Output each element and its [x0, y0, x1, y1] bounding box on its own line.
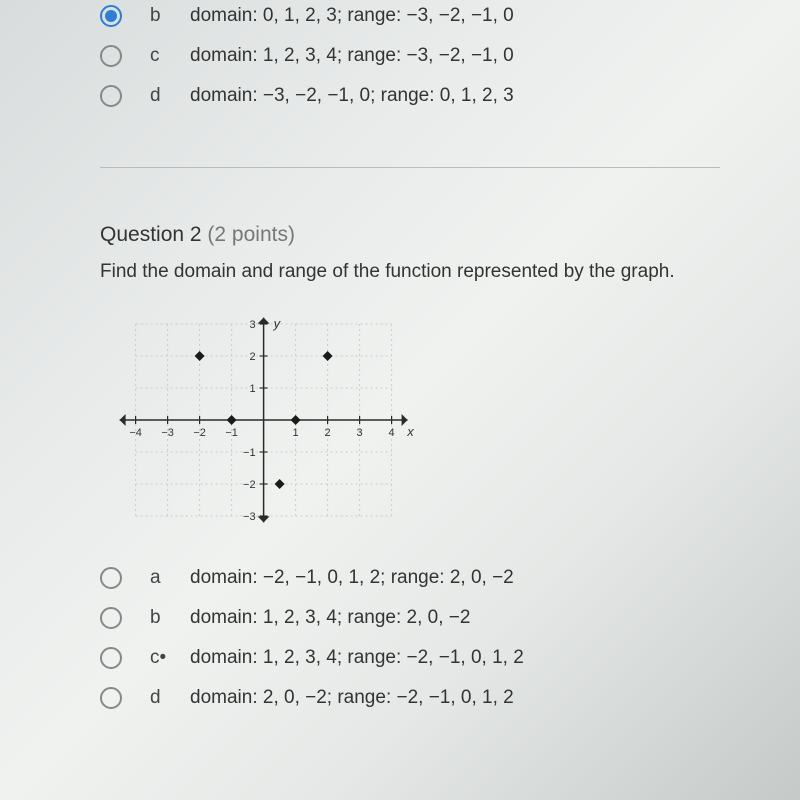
- option-letter: d: [150, 85, 190, 107]
- radio-a[interactable]: [100, 567, 122, 589]
- option-text: domain: −2, −1, 0, 1, 2; range: 2, 0, −2: [190, 567, 514, 589]
- svg-text:2: 2: [249, 351, 255, 363]
- radio-c[interactable]: [100, 45, 122, 67]
- svg-text:−3: −3: [161, 427, 174, 439]
- graph-container: −4 −3 −2 −1 1 2 3 4 −3 −2 −1 1 2 3 y x: [110, 308, 720, 532]
- svg-text:−3: −3: [243, 511, 256, 523]
- option-text: domain: 1, 2, 3, 4; range: −2, −1, 0, 1,…: [190, 647, 524, 669]
- option-letter: b: [150, 607, 190, 629]
- option-row-d[interactable]: ddomain: 2, 0, −2; range: −2, −1, 0, 1, …: [100, 682, 720, 714]
- svg-text:x: x: [406, 424, 414, 439]
- option-row-c[interactable]: c•domain: 1, 2, 3, 4; range: −2, −1, 0, …: [100, 642, 720, 674]
- option-row-b[interactable]: bdomain: 1, 2, 3, 4; range: 2, 0, −2: [100, 602, 720, 634]
- question-divider: [100, 167, 720, 168]
- svg-text:y: y: [273, 316, 282, 331]
- svg-text:−1: −1: [243, 447, 256, 459]
- option-row-b[interactable]: bdomain: 0, 1, 2, 3; range: −3, −2, −1, …: [100, 0, 720, 32]
- svg-text:1: 1: [249, 383, 255, 395]
- option-text: domain: 1, 2, 3, 4; range: 2, 0, −2: [190, 607, 470, 629]
- option-text: domain: 0, 1, 2, 3; range: −3, −2, −1, 0: [190, 5, 514, 27]
- svg-text:−2: −2: [193, 427, 206, 439]
- option-text: domain: −3, −2, −1, 0; range: 0, 1, 2, 3: [190, 85, 514, 107]
- svg-text:4: 4: [389, 427, 395, 439]
- radio-b[interactable]: [100, 5, 122, 27]
- svg-text:3: 3: [357, 427, 363, 439]
- option-text: domain: 1, 2, 3, 4; range: −3, −2, −1, 0: [190, 45, 514, 67]
- option-row-c[interactable]: cdomain: 1, 2, 3, 4; range: −3, −2, −1, …: [100, 40, 720, 72]
- option-letter: b: [150, 5, 190, 27]
- question-2-prompt: Find the domain and range of the functio…: [100, 261, 720, 283]
- option-text: domain: 2, 0, −2; range: −2, −1, 0, 1, 2: [190, 687, 514, 709]
- svg-text:−2: −2: [243, 479, 256, 491]
- option-letter: d: [150, 687, 190, 709]
- radio-d[interactable]: [100, 85, 122, 107]
- svg-text:−1: −1: [225, 427, 238, 439]
- option-letter: c•: [150, 647, 190, 669]
- option-row-d[interactable]: ddomain: −3, −2, −1, 0; range: 0, 1, 2, …: [100, 80, 720, 112]
- option-row-a[interactable]: adomain: −2, −1, 0, 1, 2; range: 2, 0, −…: [100, 562, 720, 594]
- radio-c[interactable]: [100, 647, 122, 669]
- svg-text:2: 2: [325, 427, 331, 439]
- option-letter: c: [150, 45, 190, 67]
- svg-text:3: 3: [249, 319, 255, 331]
- radio-b[interactable]: [100, 607, 122, 629]
- coordinate-graph: −4 −3 −2 −1 1 2 3 4 −3 −2 −1 1 2 3 y x: [110, 308, 417, 532]
- svg-text:−4: −4: [129, 427, 142, 439]
- question-2-title: Question 2 (2 points): [100, 223, 720, 247]
- question-points: (2 points): [207, 223, 295, 246]
- question-number: Question 2: [100, 223, 202, 246]
- radio-d[interactable]: [100, 687, 122, 709]
- option-letter: a: [150, 567, 190, 589]
- svg-text:1: 1: [293, 427, 299, 439]
